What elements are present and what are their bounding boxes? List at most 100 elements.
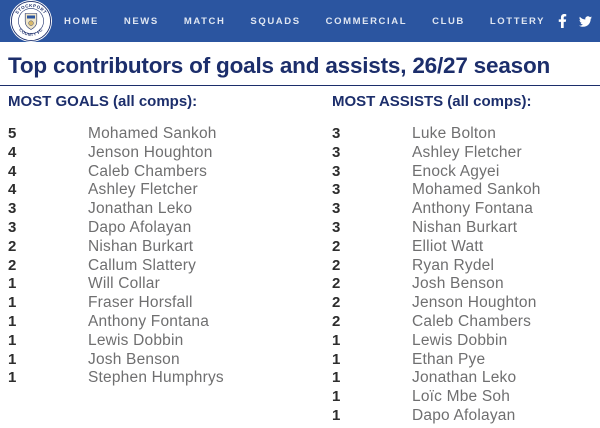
- row-player: Lewis Dobbin: [412, 331, 508, 349]
- row-player: Ashley Fletcher: [88, 181, 198, 199]
- list-row: 1 Fraser Horsfall: [8, 294, 332, 313]
- assists-list: MOST ASSISTS (all comps): 3 Luke Bolton 3 A…: [332, 90, 592, 426]
- main-nav: HOME NEWS MATCH SQUADS COMMERCIAL CLUB LOTTERY: [64, 16, 545, 27]
- list-row: 3 Mohamed Sankoh: [332, 181, 592, 200]
- nav-item-squads[interactable]: SQUADS: [250, 15, 301, 27]
- row-player: Mohamed Sankoh: [88, 125, 217, 142]
- list-row: 1 Loïc Mbe Soh: [332, 388, 592, 407]
- list-row: 3 Anthony Fontana: [332, 200, 592, 219]
- row-value: 3: [332, 125, 341, 142]
- row-value: 1: [332, 369, 341, 387]
- row-player: Fraser Horsfall: [88, 294, 193, 312]
- row-value: 3: [332, 181, 341, 199]
- page-title: Top contributors of goals and assists, 2…: [8, 53, 551, 78]
- list-row: 3 Jonathan Leko: [8, 200, 332, 219]
- facebook-icon[interactable]: [555, 14, 570, 29]
- row-player: Josh Benson: [412, 275, 504, 293]
- row-value: 3: [332, 162, 341, 180]
- list-row: 5 Mohamed Sankoh: [8, 125, 332, 144]
- list-row: 4 Ashley Fletcher: [8, 181, 332, 200]
- row-player: Enock Agyei: [412, 162, 500, 180]
- row-player: Ethan Pye: [412, 350, 486, 368]
- row-player: Jonathan Leko: [412, 369, 517, 387]
- row-player: Nishan Burkart: [88, 237, 194, 255]
- list-row: 1 Jonathan Leko: [332, 369, 592, 388]
- list-row: 1 Ethan Pye: [332, 351, 592, 370]
- list-row: 2 Ryan Rydel: [332, 257, 592, 276]
- row-value: 1: [8, 350, 17, 368]
- row-value: 3: [332, 218, 341, 236]
- row-player: Anthony Fontana: [412, 200, 534, 218]
- row-player: Jonathan Leko: [88, 200, 193, 218]
- nav-item-lottery[interactable]: LOTTERY: [489, 15, 546, 27]
- list-row: 1 Lewis Dobbin: [332, 332, 592, 351]
- row-value: 1: [8, 331, 17, 349]
- row-player: Josh Benson: [88, 350, 180, 368]
- club-crest-icon: STOCKPORT COUNTY FC: [10, 0, 52, 42]
- row-player: Mohamed Sankoh: [412, 181, 541, 199]
- row-value: 1: [8, 312, 17, 330]
- list-row: 2 Nishan Burkart: [8, 238, 332, 257]
- nav-item-commercial[interactable]: COMMERCIAL: [325, 15, 408, 27]
- row-player: Loïc Mbe Soh: [412, 388, 511, 406]
- row-player: Caleb Chambers: [412, 312, 532, 330]
- list-row: 1 Stephen Humphrys: [8, 369, 332, 388]
- row-value: 2: [332, 312, 341, 330]
- row-player: Ashley Fletcher: [412, 143, 522, 161]
- row-value: 2: [332, 275, 341, 293]
- list-row: 2 Josh Benson: [332, 275, 592, 294]
- row-player: Jenson Houghton: [88, 143, 213, 161]
- row-value: 2: [8, 256, 17, 274]
- row-value: 1: [332, 350, 341, 368]
- twitter-icon[interactable]: [578, 14, 593, 29]
- stats-columns: MOST GOALS (all comps): 5 Mohamed Sankoh 4…: [0, 90, 600, 426]
- row-value: 3: [8, 218, 17, 236]
- list-row: 4 Caleb Chambers: [8, 163, 332, 182]
- svg-text:COUNTY FC: COUNTY FC: [18, 27, 44, 37]
- row-value: 1: [8, 369, 17, 387]
- row-value: 4: [8, 143, 17, 161]
- list-row: 2 Callum Slattery: [8, 257, 332, 276]
- list-row: 3 Dapo Afolayan: [8, 219, 332, 238]
- row-player: Callum Slattery: [88, 256, 197, 274]
- list-row: 3 Luke Bolton: [332, 125, 592, 144]
- row-player: Elliot Watt: [412, 237, 484, 255]
- list-row: 3 Enock Agyei: [332, 163, 592, 182]
- title-divider: [0, 85, 600, 86]
- nav-item-news[interactable]: NEWS: [123, 15, 159, 27]
- list-row: 1 Josh Benson: [8, 351, 332, 370]
- row-player: Anthony Fontana: [88, 312, 210, 330]
- row-player: Caleb Chambers: [88, 162, 208, 180]
- list-row: 1 Will Collar: [8, 275, 332, 294]
- row-value: 1: [332, 406, 341, 424]
- goals-heading: MOST GOALS (all comps):: [8, 93, 198, 110]
- nav-item-club[interactable]: CLUB: [432, 15, 465, 27]
- nav-item-match[interactable]: MATCH: [183, 15, 226, 27]
- row-player: Dapo Afolayan: [88, 218, 192, 236]
- social-icons: You Tube: [555, 14, 600, 29]
- row-value: 2: [8, 237, 17, 255]
- row-player: Lewis Dobbin: [88, 331, 184, 349]
- list-row: 3 Nishan Burkart: [332, 219, 592, 238]
- row-value: 1: [332, 331, 341, 349]
- list-row: 2 Elliot Watt: [332, 238, 592, 257]
- row-value: 4: [8, 162, 17, 180]
- list-row: 4 Jenson Houghton: [8, 144, 332, 163]
- list-row: 3 Ashley Fletcher: [332, 144, 592, 163]
- row-player: Will Collar: [88, 275, 160, 293]
- row-value: 3: [8, 200, 17, 218]
- nav-item-home[interactable]: HOME: [64, 15, 99, 27]
- row-value: 2: [332, 237, 341, 255]
- list-row: 1 Lewis Dobbin: [8, 332, 332, 351]
- row-player: Dapo Afolayan: [412, 406, 516, 424]
- row-player: Jenson Houghton: [412, 294, 537, 312]
- row-value: 3: [332, 200, 341, 218]
- row-value: 1: [8, 275, 17, 293]
- row-player: Stephen Humphrys: [88, 369, 224, 387]
- navbar: STOCKPORT COUNTY FC HOME NEWS MATCH SQUADS C…: [0, 0, 600, 42]
- list-row: 1 Dapo Afolayan: [332, 407, 592, 426]
- club-logo[interactable]: STOCKPORT COUNTY FC: [10, 0, 52, 42]
- list-row: 2 Caleb Chambers: [332, 313, 592, 332]
- list-row: 1 Anthony Fontana: [8, 313, 332, 332]
- row-value: 2: [332, 294, 341, 312]
